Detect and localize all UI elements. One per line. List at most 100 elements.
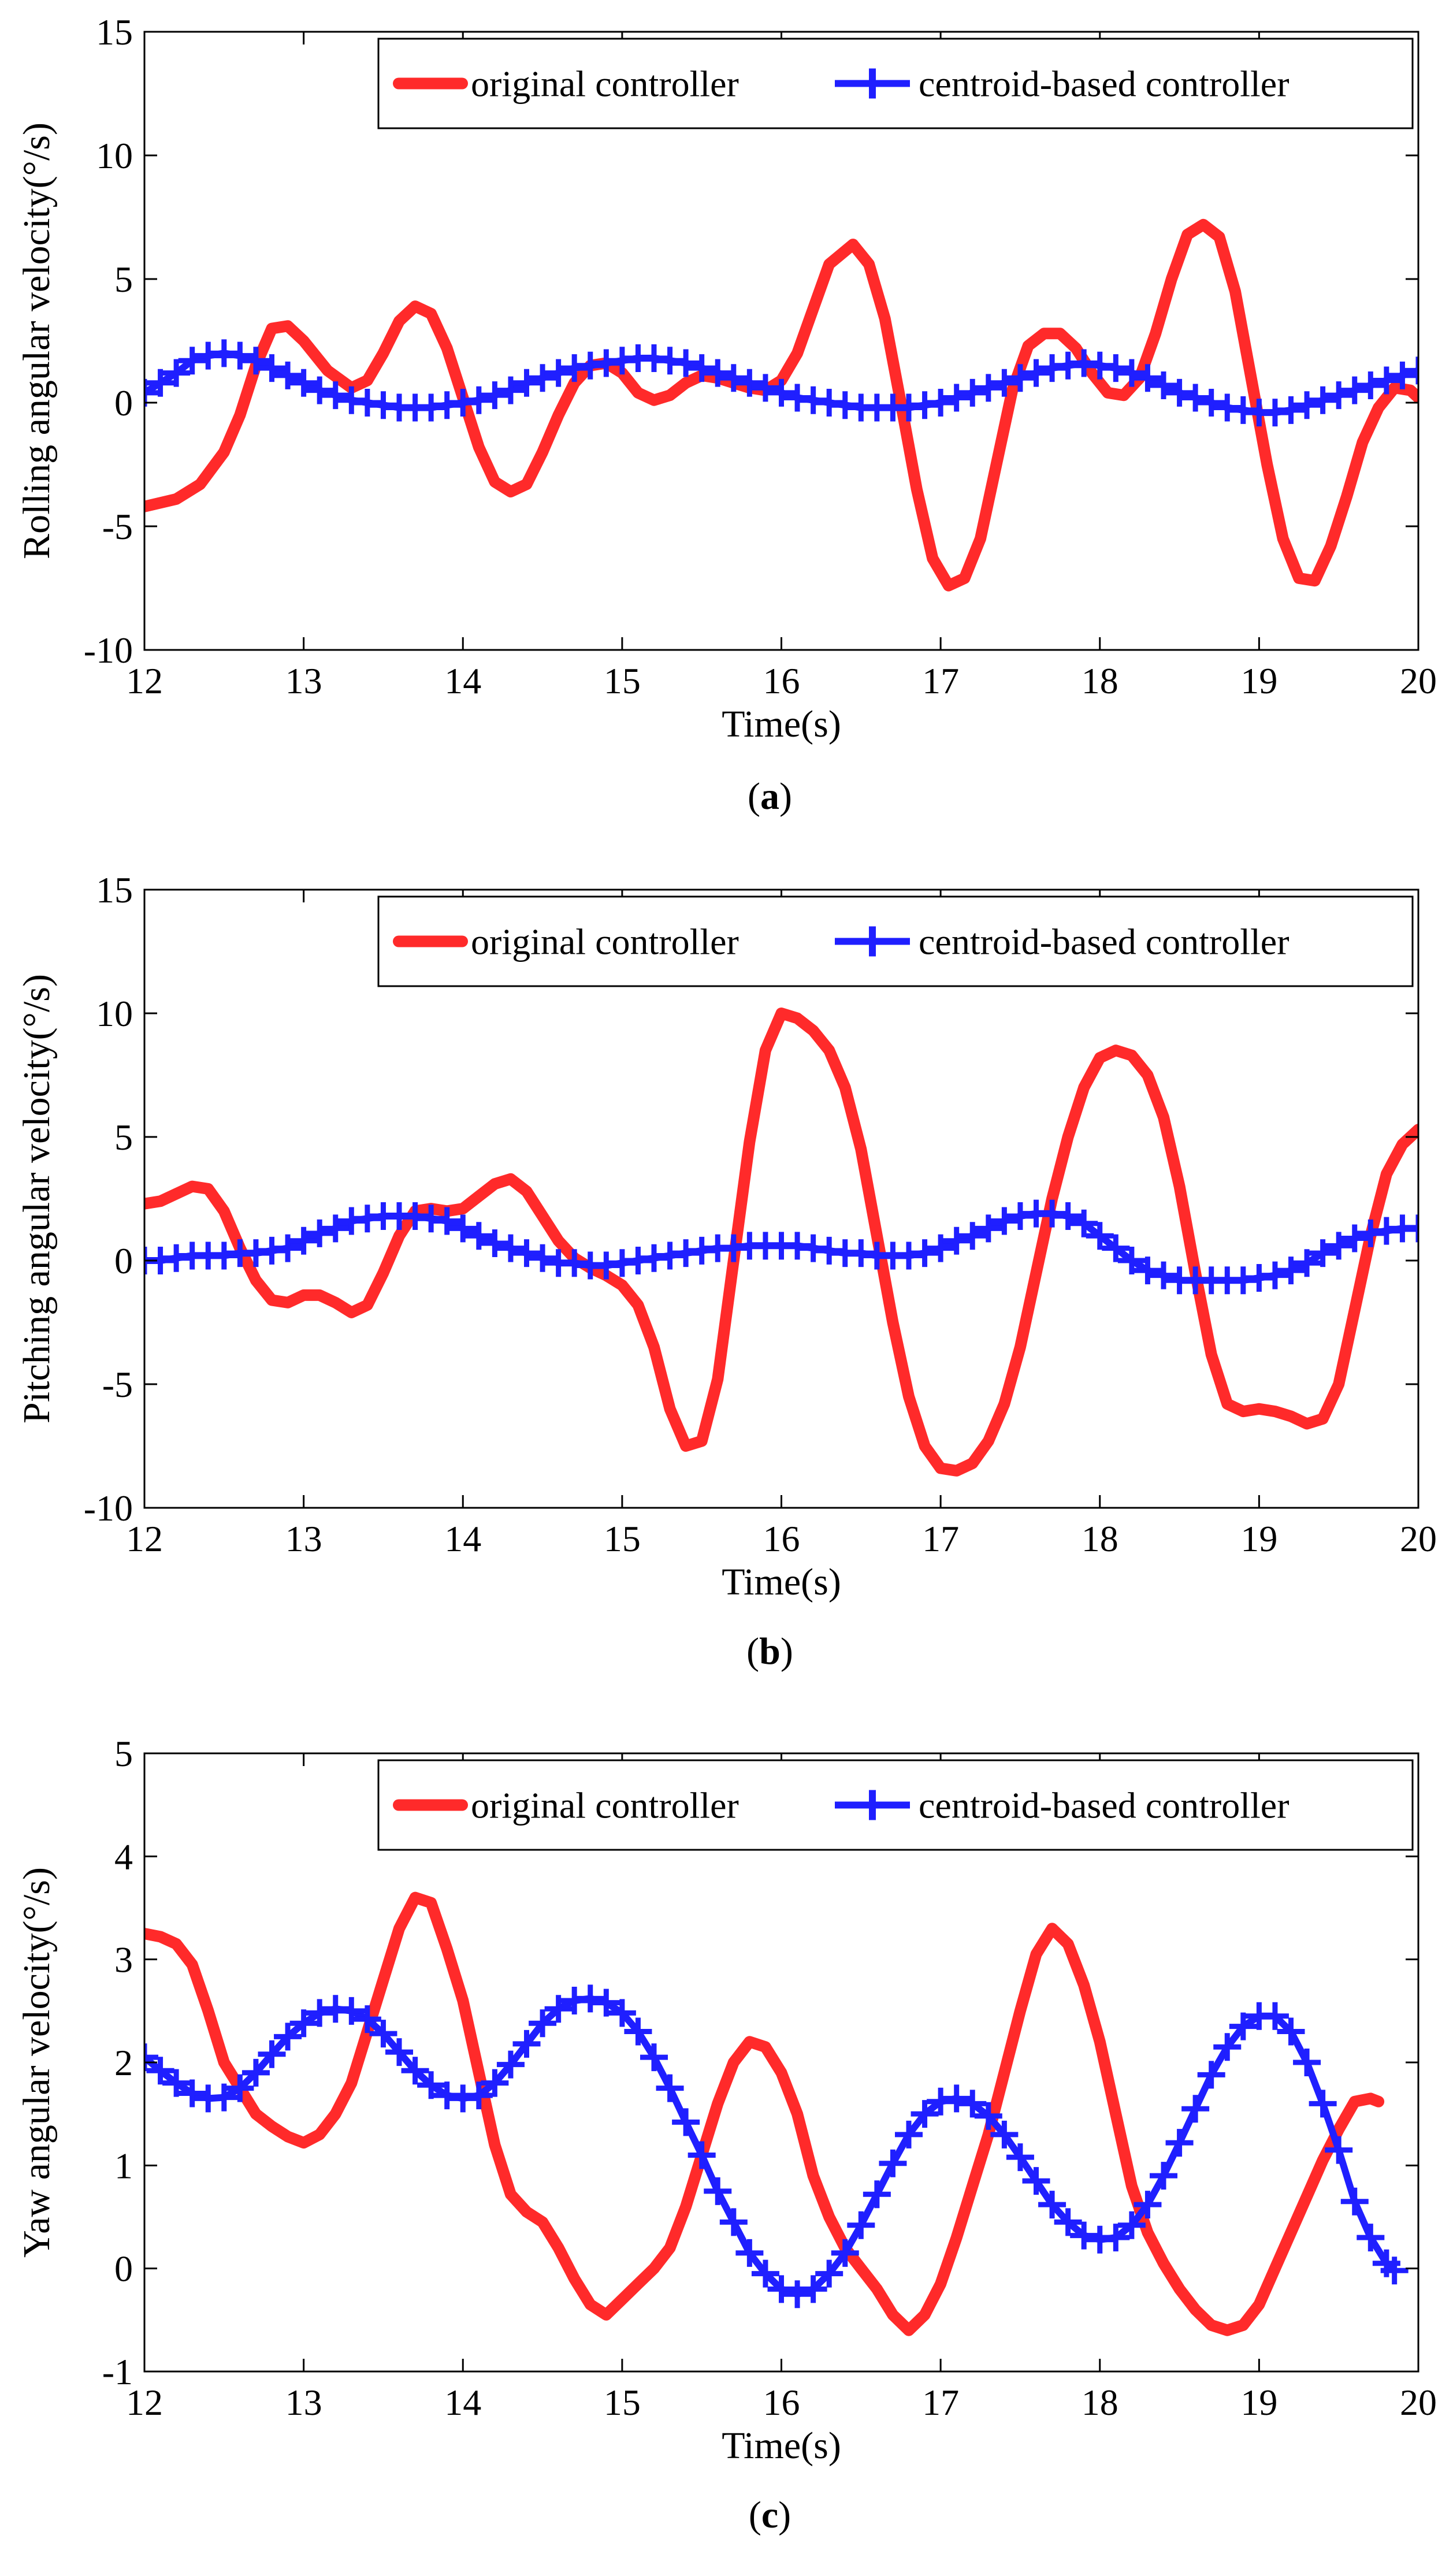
data-point-marker [1277, 396, 1305, 424]
legend-label-centroid: centroid-based controller [919, 64, 1290, 105]
data-point-marker [226, 341, 254, 370]
data-point-marker [178, 2079, 206, 2107]
data-point-marker [974, 374, 1002, 402]
x-tick-label: 19 [1240, 2382, 1277, 2423]
data-point-marker [1229, 2012, 1257, 2040]
data-point-marker [1006, 364, 1034, 392]
data-point-marker [1404, 356, 1418, 385]
y-tick-label: -5 [102, 506, 133, 547]
data-point-marker [401, 2057, 429, 2085]
x-tick-label: 17 [922, 2382, 959, 2423]
data-point-marker [958, 378, 987, 407]
panel-caption: (c) [749, 2494, 791, 2536]
data-point-marker [1309, 2090, 1337, 2118]
x-tick-label: 20 [1400, 660, 1437, 701]
data-point-marker [496, 1234, 525, 1262]
data-point-marker [1134, 364, 1162, 392]
data-point-marker [512, 1239, 541, 1267]
data-point-marker [990, 1207, 1019, 1235]
data-point-marker [1388, 361, 1417, 389]
y-tick-label: 5 [114, 1117, 133, 1158]
legend-marker-plus [857, 926, 887, 957]
data-point-marker [1070, 2221, 1098, 2250]
y-tick-label: -5 [102, 1364, 133, 1405]
x-tick-label: 15 [604, 1518, 641, 1559]
legend: original controller centroid-based contro… [377, 1759, 1414, 1851]
data-point-marker [1404, 1214, 1418, 1243]
data-point-marker [990, 2120, 1019, 2148]
x-tick-label: 18 [1082, 1518, 1118, 1559]
data-point-marker [1372, 366, 1400, 395]
legend-label-original: original controller [471, 921, 739, 962]
data-point-marker [1054, 1202, 1082, 1230]
data-point-marker [146, 2057, 174, 2085]
plot-area [144, 1008, 1418, 1477]
legend-label-original: original controller [471, 64, 739, 105]
x-tick-label: 13 [285, 1518, 322, 1559]
data-point-marker [241, 347, 270, 375]
data-point-marker [385, 2038, 413, 2066]
y-tick-label: 5 [114, 1733, 133, 1774]
panel-caption: (b) [746, 1630, 793, 1672]
data-point-marker [735, 2239, 764, 2267]
x-tick-label: 18 [1082, 2382, 1118, 2423]
series-line-original [144, 218, 1418, 592]
y-tick-label: 10 [96, 135, 133, 176]
data-point-marker [815, 2259, 843, 2288]
data-point-marker [1102, 2224, 1130, 2252]
data-point-marker [942, 1226, 971, 1255]
data-point-marker [1325, 2136, 1353, 2164]
series-line-original [144, 1891, 1385, 2336]
data-point-marker [512, 2029, 541, 2058]
data-point-marker [210, 2083, 238, 2112]
data-point-marker [496, 376, 525, 404]
series-line-original [144, 1008, 1418, 1477]
data-point-marker [529, 364, 557, 392]
y-tick-label: 5 [114, 259, 133, 300]
y-tick-label: 10 [96, 993, 133, 1034]
data-point-marker [1038, 2191, 1066, 2219]
data-point-marker [496, 2050, 525, 2079]
data-point-marker [1165, 2129, 1194, 2157]
x-tick-label: 20 [1400, 1518, 1437, 1559]
data-point-marker [863, 2180, 891, 2209]
data-point-marker [751, 374, 779, 402]
data-point-marker [417, 2071, 445, 2099]
data-point-marker [672, 349, 700, 377]
data-point-marker [144, 378, 158, 407]
data-point-marker [624, 2017, 652, 2046]
data-point-marker [719, 364, 748, 392]
plot-area [144, 1891, 1409, 2336]
data-point-marker [1117, 359, 1146, 387]
y-tick-label: 4 [114, 1836, 133, 1877]
data-point-marker [1380, 2257, 1409, 2285]
data-point-marker [544, 1995, 573, 2023]
data-point-marker [767, 2275, 796, 2303]
data-point-marker [576, 1984, 604, 2013]
data-point-marker [1213, 2033, 1242, 2061]
data-point-marker [879, 2149, 907, 2177]
x-tick-label: 15 [604, 2382, 641, 2423]
data-point-marker [990, 369, 1019, 397]
data-point-marker [608, 1999, 636, 2027]
data-point-marker [688, 354, 716, 382]
y-tick-label: -1 [102, 2351, 133, 2392]
data-point-marker [751, 2259, 779, 2288]
data-point-marker [958, 2090, 987, 2118]
data-point-marker [1197, 389, 1225, 417]
data-point-marker [274, 361, 302, 389]
x-tick-label: 17 [922, 660, 959, 701]
data-point-marker [1309, 386, 1337, 414]
data-point-marker [321, 1214, 350, 1243]
x-tick-label: 13 [285, 660, 322, 701]
data-point-marker [1117, 2211, 1146, 2239]
data-point-marker [369, 2020, 397, 2048]
data-point-marker [241, 2058, 270, 2087]
data-point-marker [1150, 2162, 1177, 2190]
data-point-marker [592, 1988, 620, 2017]
x-axis-label: Time(s) [722, 703, 841, 745]
data-point-marker [226, 2074, 254, 2102]
data-point-marker [831, 2239, 859, 2267]
data-point-marker [464, 386, 493, 414]
